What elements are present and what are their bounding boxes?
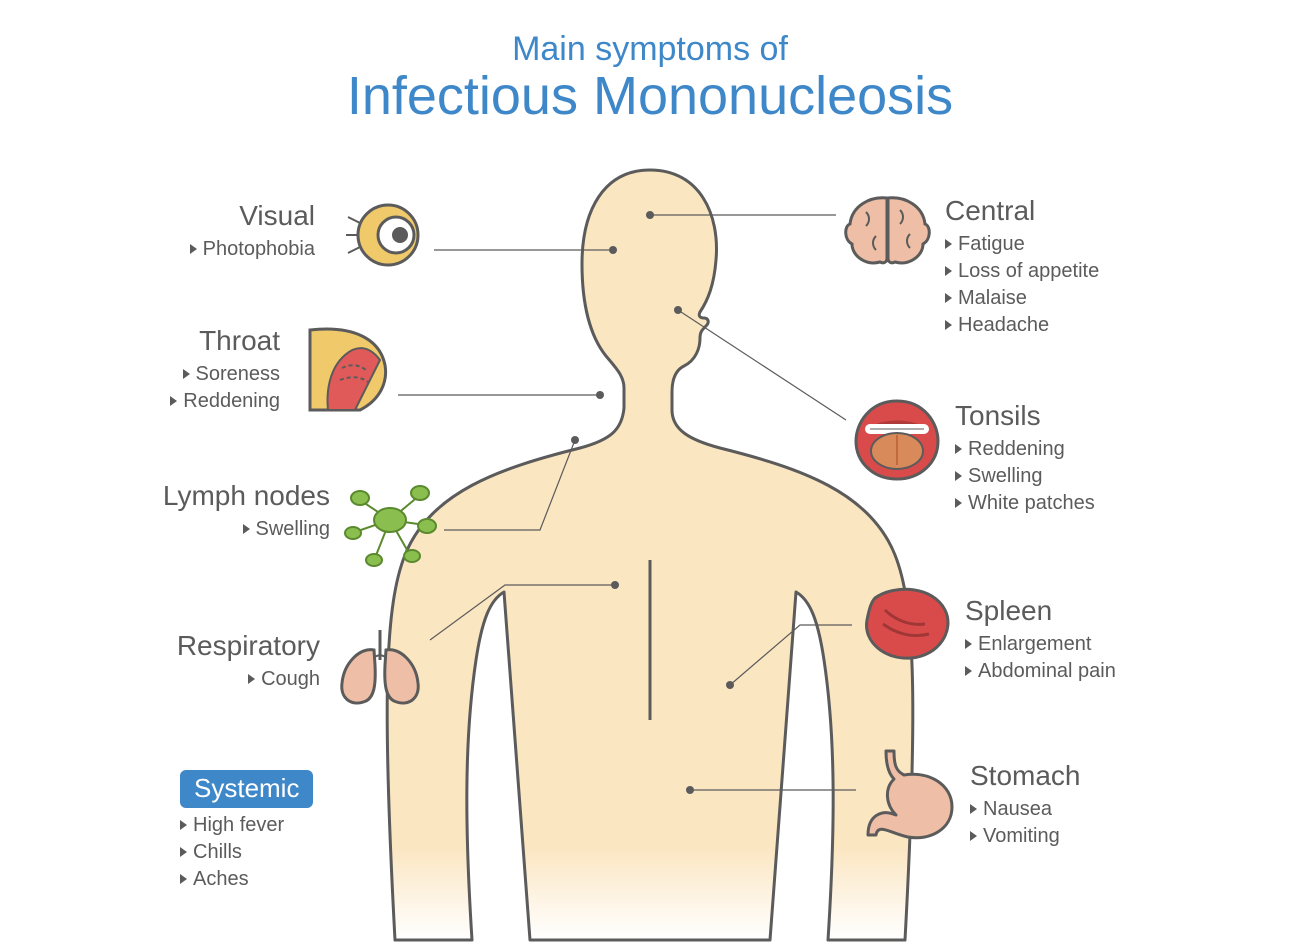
symptom-item: White patches [955,490,1095,517]
infographic-canvas: Main symptoms of Infectious Mononucleosi… [0,0,1300,942]
symptom-title-stomach: Stomach [970,760,1081,792]
systemic-badge: Systemic [180,770,313,808]
symptom-item: Soreness [170,361,280,388]
symptom-item: Abdominal pain [965,658,1116,685]
symptom-item: Chills [180,839,313,866]
symptom-item: Cough [177,666,320,693]
lymph-icon [340,470,440,575]
eye-icon [340,195,430,280]
stomach-icon [860,745,960,850]
throat-icon [300,320,395,420]
symptom-item: Enlargement [965,631,1116,658]
group-systemic: Systemic High fever Chills Aches [180,770,313,893]
symptom-item: Reddening [955,436,1095,463]
symptom-item: Headache [945,312,1099,339]
symptom-title-respiratory: Respiratory [177,630,320,662]
symptom-item: Nausea [970,796,1081,823]
symptom-item: Malaise [945,285,1099,312]
group-respiratory: Respiratory Cough [177,630,320,693]
body-silhouette [387,170,913,940]
group-tonsils: Tonsils Reddening Swelling White patches [955,400,1095,517]
group-lymph: Lymph nodes Swelling [163,480,330,543]
symptom-item: Fatigue [945,231,1099,258]
symptom-item: High fever [180,812,313,839]
symptom-title-throat: Throat [170,325,280,357]
symptom-title-tonsils: Tonsils [955,400,1095,432]
lungs-icon [330,625,430,715]
symptom-item: Photophobia [190,236,315,263]
symptom-item: Loss of appetite [945,258,1099,285]
spleen-icon [855,580,955,670]
symptom-title-visual: Visual [190,200,315,232]
symptom-item: Vomiting [970,823,1081,850]
group-throat: Throat Soreness Reddening [170,325,280,415]
symptom-item: Swelling [163,516,330,543]
group-visual: Visual Photophobia [190,200,315,263]
group-spleen: Spleen Enlargement Abdominal pain [965,595,1116,685]
symptom-item: Reddening [170,388,280,415]
symptom-item: Swelling [955,463,1095,490]
group-central: Central Fatigue Loss of appetite Malaise… [945,195,1099,339]
mouth-icon [850,395,945,490]
symptom-title-central: Central [945,195,1099,227]
brain-icon [840,190,935,275]
symptom-title-spleen: Spleen [965,595,1116,627]
symptom-title-lymph: Lymph nodes [163,480,330,512]
group-stomach: Stomach Nausea Vomiting [970,760,1081,850]
symptom-item: Aches [180,866,313,893]
